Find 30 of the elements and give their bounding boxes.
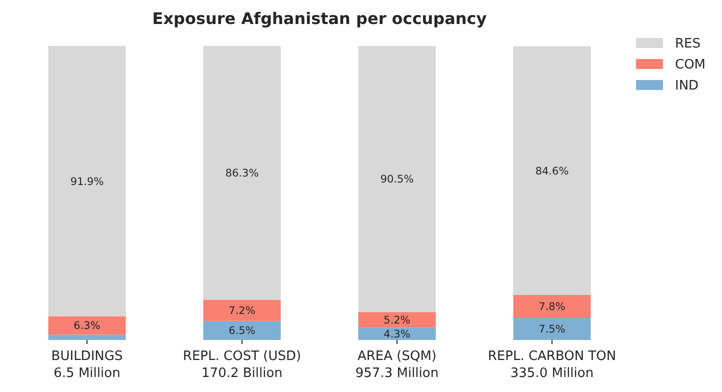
data-label: 91.9%: [70, 176, 104, 188]
data-label: 84.6%: [535, 165, 569, 178]
x-tick-label: BUILDINGS 6.5 Million: [51, 349, 123, 381]
bar: [48, 316, 126, 335]
data-label: 7.8%: [538, 301, 566, 314]
bar: [513, 318, 591, 340]
x-tick-label: REPL. COST (USD) 170.2 Billion: [182, 349, 302, 381]
chart-title: Exposure Afghanistan per occupancy: [152, 9, 488, 28]
bar: [358, 46, 436, 312]
bar: [358, 312, 436, 328]
bar: [513, 46, 591, 296]
legend-label: IND: [675, 78, 699, 94]
data-label: 86.3%: [225, 168, 259, 180]
bar: [48, 46, 126, 316]
data-label: 90.5%: [380, 174, 414, 186]
data-label: 6.5%: [228, 325, 256, 338]
x-tick-label: AREA (SQM) 957.3 Million: [355, 349, 439, 381]
bar: [203, 320, 281, 340]
data-label: 5.2%: [384, 314, 410, 326]
legend-label: COM: [675, 58, 706, 73]
data-label: 6.3%: [74, 320, 100, 332]
data-label: 4.3%: [384, 328, 410, 340]
bar: [48, 334, 126, 340]
bar: [203, 46, 281, 300]
data-label: 7.5%: [538, 324, 566, 336]
bar: [513, 295, 591, 318]
x-tick-label: REPL. CARBON TON 335.0 Million: [488, 349, 616, 381]
bar: [203, 300, 281, 321]
data-label: 7.2%: [228, 304, 256, 317]
legend-label: RES: [675, 36, 700, 52]
